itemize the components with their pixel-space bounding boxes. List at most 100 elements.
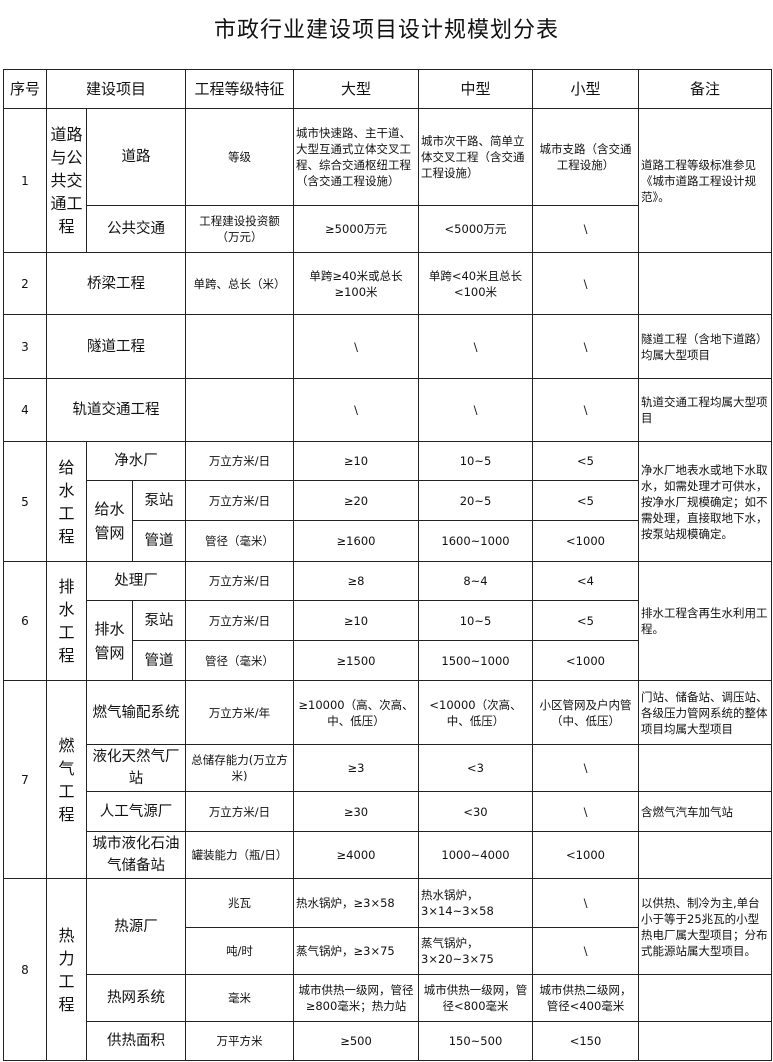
large: ≥10 (293, 441, 419, 481)
small: 小区管网及户内管（中、低压） (532, 680, 639, 745)
small: 城市供热二级网，管径<400毫米 (532, 974, 639, 1022)
table-row: 2 桥梁工程 单跨、总长（米） 单跨≥40米或总长≥100米 单跨<40米且总长… (3, 252, 772, 315)
large: ≥500 (293, 1021, 419, 1061)
medium: \ (418, 314, 533, 379)
small: <5 (532, 480, 639, 521)
large: ≥10 (293, 600, 419, 641)
feature: 罐装能力（瓶/日） (185, 831, 294, 879)
header-row: 序号 建设项目 工程等级特征 大型 中型 小型 备注 (3, 69, 772, 109)
table-row: 管道 管径（毫米） ≥1600 1600~1000 <1000 (4, 520, 772, 562)
medium: 1500~1000 (418, 640, 533, 681)
group-label: 热力工程 (46, 878, 87, 1061)
feature: 等级 (185, 108, 294, 206)
large: 热水锅炉，≥3×58 (293, 878, 419, 928)
feature: 管径（毫米） (185, 640, 294, 681)
table-row: 6 排水工程 处理厂 万立方米/日 ≥8 8~4 <4 排水工程含再生水利用工程… (3, 561, 772, 681)
row-no: 8 (3, 878, 47, 1061)
table-row: 3 隧道工程 \ \ \ 隧道工程（含地下道路）均属大型项目 (3, 314, 772, 379)
item-name: 桥梁工程 (46, 252, 186, 315)
feature: 单跨、总长（米） (185, 252, 294, 315)
feature (185, 378, 294, 442)
medium: 热水锅炉，3×14~3×58 (418, 878, 533, 928)
table-row: 吨/时 蒸气锅炉，≥3×75 蒸气锅炉，3×20~3×75 \ (4, 927, 772, 975)
small: <4 (532, 561, 639, 601)
small: \ (532, 744, 639, 792)
item-name: 处理厂 (86, 561, 186, 601)
feature: 兆瓦 (185, 878, 294, 928)
feature: 管径（毫米） (185, 520, 294, 562)
table-row: 4 轨道交通工程 \ \ \ 轨道交通工程均属大型项目 (3, 378, 772, 442)
item-name: 净水厂 (86, 441, 186, 481)
item-name: 人工气源厂 (86, 791, 186, 832)
item-name: 隧道工程 (46, 314, 186, 379)
page-title: 市政行业建设项目设计规模划分表 (213, 18, 559, 43)
note: 门站、储备站、调压站、各级压力管网系统的整体项目均属大型项目 (638, 680, 772, 745)
row-no: 3 (3, 314, 47, 379)
feature: 万立方米/日 (185, 480, 294, 521)
row-no: 4 (3, 378, 47, 442)
small: \ (532, 314, 639, 379)
small: <1000 (532, 831, 639, 879)
small: <5 (532, 600, 639, 641)
note: 排水工程含再生水利用工程。 (638, 561, 772, 681)
small: \ (532, 378, 639, 442)
medium: 20~5 (418, 480, 533, 521)
feature: 万立方米/日 (185, 791, 294, 832)
medium: \ (418, 378, 533, 442)
table-row: 液化天然气厂站 总储存能力(万立方米) ≥3 <3 \ (4, 744, 772, 792)
feature: 毫米 (185, 974, 294, 1022)
item-name: 热网系统 (86, 974, 186, 1022)
small: <1000 (532, 520, 639, 562)
item-name: 泵站 (132, 480, 186, 521)
large: 单跨≥40米或总长≥100米 (293, 252, 419, 315)
small: 城市支路（含交通工程设施） (532, 108, 639, 206)
medium: 8~4 (418, 561, 533, 601)
table-row: 8 热力工程 热源厂 兆瓦 热水锅炉，≥3×58 热水锅炉，3×14~3×58 … (3, 878, 772, 1061)
medium: 10~5 (418, 441, 533, 481)
group-label: 排水工程 (46, 561, 87, 681)
header-note: 备注 (638, 69, 772, 109)
large: 城市快速路、主干道、大型互通式立体交叉工程、综合交通枢纽工程（含交通工程设施） (293, 108, 419, 206)
large: 蒸气锅炉，≥3×75 (293, 927, 419, 975)
row-no: 6 (3, 561, 47, 681)
table-row: 公共交通 工程建设投资额（万元） ≥5000万元 <5000万元 \ (4, 205, 772, 253)
small: \ (532, 252, 639, 315)
medium: 城市次干路、简单立体交叉工程（含交通工程设施） (418, 108, 533, 206)
note (638, 1021, 772, 1061)
item-name: 管道 (132, 640, 186, 681)
group-label: 道路与公共交通工程 (46, 108, 87, 253)
group-label: 给水工程 (46, 441, 87, 562)
large: ≥30 (293, 791, 419, 832)
small: \ (532, 878, 639, 928)
header-project: 建设项目 (46, 69, 186, 109)
row-no: 2 (3, 252, 47, 315)
large: ≥20 (293, 480, 419, 521)
medium: 蒸气锅炉，3×20~3×75 (418, 927, 533, 975)
large: ≥5000万元 (293, 205, 419, 253)
medium: 150~500 (418, 1021, 533, 1061)
medium: 1600~1000 (418, 520, 533, 562)
item-name: 管道 (132, 520, 186, 562)
large: ≥8 (293, 561, 419, 601)
item-name: 泵站 (132, 600, 186, 641)
large: \ (293, 378, 419, 442)
large: ≥10000（高、次高、中、低压） (293, 680, 419, 745)
large: ≥1500 (293, 640, 419, 681)
subgroup-label: 排水管网 (86, 600, 133, 681)
medium: <10000（次高、中、低压） (418, 680, 533, 745)
feature: 总储存能力(万立方米) (185, 744, 294, 792)
small: \ (532, 927, 639, 975)
large: \ (293, 314, 419, 379)
table-row: 7 燃气工程 燃气输配系统 万立方米/年 ≥10000（高、次高、中、低压） <… (3, 680, 772, 879)
small: <150 (532, 1021, 639, 1061)
note: 净水厂地表水或地下水取水，如需处理才可供水，按净水厂规模确定；如不需处理，直接取… (638, 441, 772, 562)
small: <1000 (532, 640, 639, 681)
note: 隧道工程（含地下道路）均属大型项目 (638, 314, 772, 379)
row-no: 7 (3, 680, 47, 879)
table-row: 城市液化石油气储备站 罐装能力（瓶/日） ≥4000 1000~4000 <10… (4, 831, 772, 879)
note: 轨道交通工程均属大型项目 (638, 378, 772, 442)
group-label: 燃气工程 (46, 680, 87, 879)
header-large: 大型 (293, 69, 419, 109)
header-no: 序号 (3, 69, 47, 109)
table-row: 5 给水工程 净水厂 万立方米/日 ≥10 10~5 <5 净水厂地表水或地下水… (3, 441, 772, 562)
